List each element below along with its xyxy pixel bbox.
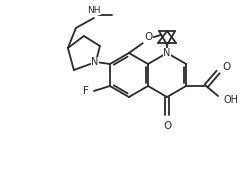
Text: N: N [91, 57, 99, 67]
Text: F: F [83, 86, 89, 96]
Text: O: O [144, 32, 152, 42]
Text: OH: OH [223, 95, 238, 105]
Text: NH: NH [87, 6, 101, 15]
Text: O: O [163, 121, 171, 131]
Text: N: N [163, 48, 171, 58]
Text: O: O [222, 62, 230, 72]
